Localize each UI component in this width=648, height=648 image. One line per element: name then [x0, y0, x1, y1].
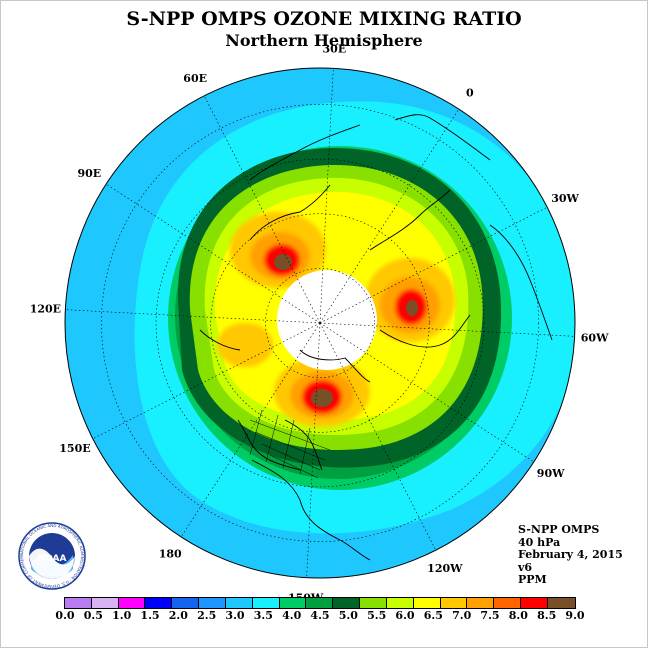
colorbar-swatch [145, 598, 173, 608]
longitude-label: 60E [183, 72, 207, 85]
longitude-label: 30W [551, 192, 579, 205]
longitude-label: 180 [159, 548, 182, 561]
colorbar-tick-label: 1.5 [140, 609, 160, 622]
meridian-line [92, 322, 321, 440]
colorbar-swatch [306, 598, 334, 608]
meridian-line [319, 206, 548, 324]
colorbar-tick-label: 7.0 [452, 609, 472, 622]
ozone-max-7.0-pacific [217, 323, 273, 367]
graticule [65, 68, 575, 578]
meridian-line [319, 322, 437, 551]
colorbar-swatch [279, 598, 307, 608]
colorbar-swatch [91, 598, 119, 608]
meridian-line [319, 108, 460, 324]
polar-night-no-data [277, 270, 377, 370]
longitude-label: 120E [30, 303, 61, 316]
colorbar-tick-label: 2.5 [197, 609, 217, 622]
colorbar-swatch [521, 598, 548, 608]
longitude-label: 90W [537, 467, 565, 480]
colorbar [64, 597, 576, 609]
ozone-max-8.5-siberia [274, 254, 292, 270]
product-info: S-NPP OMPS 40 hPa February 4, 2015 v6 PP… [518, 523, 623, 587]
colorbar-tick-label: 5.5 [367, 609, 387, 622]
colorbar-tick-label: 3.0 [225, 609, 245, 622]
colorbar-tick-label: 8.0 [508, 609, 528, 622]
longitude-label: 30E [323, 42, 347, 55]
colorbar-swatch [360, 598, 387, 608]
colorbar-swatch [547, 598, 575, 608]
longitude-label: 90E [78, 167, 102, 180]
colorbar-swatch [65, 598, 92, 608]
longitude-label: 0 [466, 86, 474, 99]
colorbar-tick-label: 1.0 [112, 609, 132, 622]
colorbar-tick-label: 0.0 [55, 609, 75, 622]
colorbar-tick-label: 4.5 [310, 609, 330, 622]
noaa-logo: NOAA NATIONAL OCEANIC AND ATMOSPHERIC AD… [17, 521, 86, 590]
latitude-circle [265, 268, 375, 378]
info-line-product: S-NPP OMPS [518, 523, 600, 536]
longitude-label: 120W [427, 562, 463, 575]
colorbar-swatch [413, 598, 441, 608]
colorbar-labels: 0.0 0.5 1.0 1.5 2.0 2.5 3.0 3.5 4.0 4.5 5.0 5.5 6.0 6… [0, 609, 648, 623]
meridian-line [65, 309, 321, 324]
meridian-line [105, 183, 321, 324]
meridian-line [306, 322, 321, 578]
colorbar-swatch [440, 598, 468, 608]
page-title: S-NPP OMPS OZONE MIXING RATIO [126, 8, 522, 30]
meridian-line [203, 95, 321, 324]
meridian-line [180, 322, 321, 538]
colorbar-tick-label: 0.5 [83, 609, 103, 622]
ozone-max-8.5-canada [311, 389, 333, 407]
colorbar-tick-label: 4.0 [282, 609, 302, 622]
colorbar-tick-label: 6.0 [395, 609, 415, 622]
colorbar-swatch [225, 598, 253, 608]
latitude-circle [155, 158, 485, 488]
info-line-level: 40 hPa [518, 535, 561, 549]
meridian-line [319, 322, 575, 337]
latitude-circle [210, 213, 430, 433]
colorbar-tick-label: 8.5 [537, 609, 557, 622]
info-line-units: PPM [518, 573, 547, 586]
colorbar-swatch [494, 598, 522, 608]
us-state-grid [249, 409, 331, 479]
colorbar-swatch [386, 598, 414, 608]
info-line-date: February 4, 2015 [518, 548, 623, 561]
meridian-line [319, 68, 334, 324]
longitude-label: 60W [581, 331, 609, 344]
colorbar-tick-label: 9.0 [565, 609, 585, 622]
longitude-label: 150E [59, 442, 90, 455]
map-boundary [64, 67, 576, 579]
ozone-field [65, 68, 575, 578]
colorbar-tick-label: 2.0 [168, 609, 188, 622]
ozone-max-8.5-europe [406, 300, 418, 316]
info-line-version: v6 [518, 560, 533, 574]
colorbar-swatch [252, 598, 280, 608]
colorbar-swatch [172, 598, 200, 608]
colorbar-tick-label: 3.5 [253, 609, 273, 622]
latitude-circle [101, 104, 539, 542]
colorbar-swatch [199, 598, 226, 608]
noaa-logo-text: NOAA [38, 554, 67, 564]
colorbar-swatch [118, 598, 146, 608]
colorbar-tick-label: 5.0 [338, 609, 358, 622]
colorbar-tick-label: 7.5 [480, 609, 500, 622]
meridian-line [319, 322, 535, 463]
colorbar-swatch [467, 598, 495, 608]
page-subtitle: Northern Hemisphere [225, 31, 423, 50]
colorbar-tick-label: 6.5 [423, 609, 443, 622]
colorbar-swatch [333, 598, 361, 608]
coastlines [199, 114, 553, 561]
